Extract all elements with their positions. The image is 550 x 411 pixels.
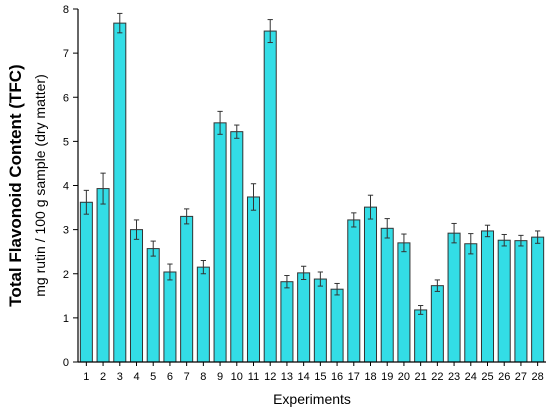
y-axis-title: Total Flavonoid Content (TFC) [6, 64, 25, 306]
bar [330, 288, 344, 363]
x-tick-label: 11 [248, 371, 259, 383]
x-tick-label: 28 [532, 371, 544, 383]
bar [96, 188, 110, 363]
x-tick-label: 26 [498, 371, 510, 383]
x-tick-label: 15 [314, 371, 326, 383]
x-tick-label: 17 [348, 371, 360, 383]
x-tick-label: 14 [298, 371, 310, 383]
bar [313, 278, 327, 363]
x-tick-label: 4 [133, 371, 139, 383]
x-tick-label: 10 [231, 371, 243, 383]
x-tick-label: 3 [117, 371, 123, 383]
bar [163, 271, 177, 363]
y-tick-label: 0 [63, 357, 69, 369]
bar [246, 196, 261, 363]
x-tick-label: 16 [331, 371, 343, 383]
bar [397, 242, 411, 363]
x-tick-label: 12 [264, 371, 276, 383]
bar [480, 230, 495, 363]
bar [414, 309, 428, 363]
x-tick-label: 20 [398, 371, 410, 383]
x-tick-label: 24 [465, 371, 477, 383]
bar [363, 206, 378, 363]
bar [129, 229, 144, 363]
error-bars-layer [83, 12, 541, 315]
x-ticks: 1 2 3 4 5 6 7 8 9 10 11 12 13 14 15 16 17 18 19 20 21 22 23 24 2… [83, 362, 544, 383]
x-tick-label: 18 [364, 371, 376, 383]
x-tick-label: 25 [481, 371, 493, 383]
bar [430, 285, 444, 363]
bar [230, 131, 244, 363]
bar [196, 266, 210, 363]
y-tick-label: 3 [63, 225, 69, 237]
x-tick-label: 22 [431, 371, 443, 383]
y-axis-title-group: Total Flavonoid Content (TFC) mg rutin /… [6, 64, 48, 306]
x-tick-label: 8 [200, 371, 206, 383]
y-tick-label: 1 [63, 313, 69, 325]
bar [497, 239, 511, 363]
bar [297, 272, 311, 363]
y-tick-label: 5 [63, 136, 69, 148]
y-axis-subtitle: mg rutin / 100 g sample (dry matter) [32, 74, 48, 297]
y-tick-label: 7 [63, 48, 69, 60]
bar [79, 201, 93, 363]
y-tick-label: 2 [63, 269, 69, 281]
bar [113, 22, 127, 363]
bar [263, 30, 277, 363]
x-tick-label: 19 [381, 371, 393, 383]
bar [531, 236, 545, 363]
bars-layer [79, 22, 545, 363]
x-axis-title: Experiments [273, 391, 351, 407]
x-tick-label: 13 [281, 371, 293, 383]
x-tick-label: 1 [83, 371, 89, 383]
y-tick-label: 8 [63, 4, 69, 16]
x-tick-label: 9 [217, 371, 223, 383]
bar [280, 281, 294, 363]
bar [180, 215, 194, 363]
x-tick-label: 23 [448, 371, 460, 383]
bar [347, 219, 361, 363]
x-tick-label: 6 [167, 371, 173, 383]
y-tick-label: 6 [63, 92, 69, 104]
x-tick-label: 5 [150, 371, 156, 383]
bar [464, 243, 478, 363]
x-tick-label: 21 [415, 371, 427, 383]
x-tick-label: 27 [515, 371, 527, 383]
x-tick-label: 2 [100, 371, 106, 383]
bar [447, 232, 461, 363]
bar [213, 122, 227, 363]
y-ticks: 0 1 2 3 4 5 6 7 8 [63, 4, 78, 369]
bar [146, 248, 160, 363]
y-tick-label: 4 [63, 181, 69, 193]
bar [380, 227, 394, 363]
x-tick-label: 7 [184, 371, 190, 383]
bar [514, 240, 528, 363]
